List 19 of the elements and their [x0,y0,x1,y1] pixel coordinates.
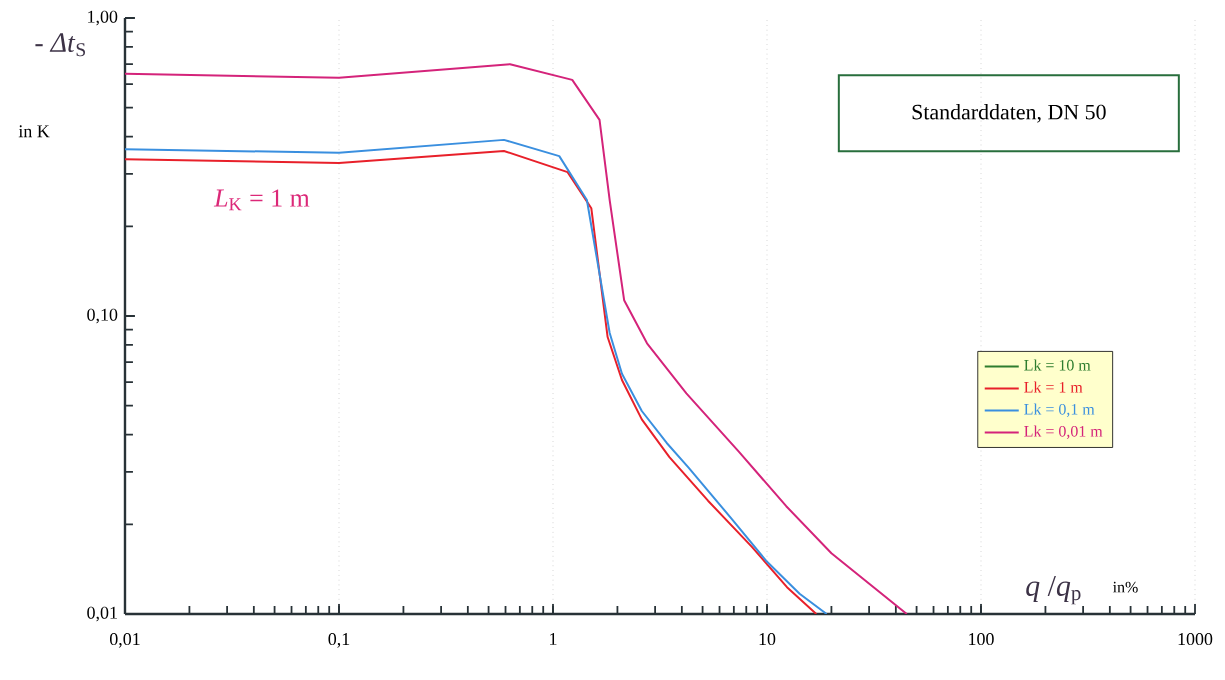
annotation: L$_{K}$ = 1 m [213,189,310,211]
legend-label: Lk = 0,01 m [1024,425,1103,439]
x-tick-label: 1000 [1178,632,1213,646]
x-tick-label: 10 [759,632,776,646]
x-tick-label: 0,1 [328,632,350,648]
x-axis-title: q /q$_{p}$ [1026,575,1081,605]
legend-label: Lk = 0,1 m [1024,403,1095,417]
x-tick-label: 100 [969,632,994,646]
y-tick-label: 0,10 [87,308,118,324]
x-tick-label: 0,01 [109,632,140,648]
annotation: Standarddaten, DN 50 [912,104,1106,123]
legend-label: Lk = 10 m [1024,359,1091,371]
legend-label: Lk = 1 m [1024,381,1083,393]
y-tick-label: 0,01 [87,606,117,622]
text: in K [18,125,50,138]
y-axis-title: - Δt$_{S}$ [35,33,85,57]
annotation: in% [1112,581,1138,593]
x-tick-label: 1 [550,633,557,645]
y-tick-label: 1,00 [88,10,118,26]
